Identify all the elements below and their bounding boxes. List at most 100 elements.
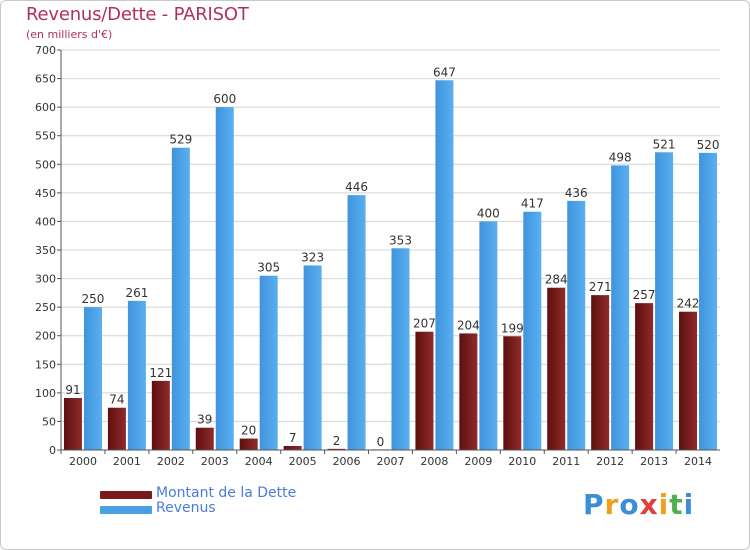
logo-letter: i bbox=[683, 488, 695, 521]
data-label-dette-2011: 284 bbox=[545, 273, 568, 287]
x-tick-label-2009: 2009 bbox=[464, 455, 492, 468]
logo-letter: o bbox=[619, 488, 640, 521]
x-tick-label-2005: 2005 bbox=[289, 455, 317, 468]
data-label-dette-2008: 207 bbox=[413, 317, 436, 331]
x-tick-label-2013: 2013 bbox=[640, 455, 668, 468]
y-tick-label-700: 700 bbox=[35, 44, 56, 57]
bar-revenus-2013 bbox=[655, 152, 674, 451]
logo-letter: P bbox=[583, 488, 605, 521]
data-label-dette-2014: 242 bbox=[677, 297, 700, 311]
bar-dette-2000 bbox=[63, 398, 82, 450]
y-tick-label-100: 100 bbox=[35, 387, 56, 400]
bar-revenus-2004 bbox=[259, 275, 278, 450]
data-label-dette-2003: 39 bbox=[197, 413, 212, 427]
logo-letter: r bbox=[604, 488, 620, 521]
bar-dette-2003 bbox=[195, 427, 214, 450]
bar-dette-2006 bbox=[327, 448, 346, 450]
bar-revenus-2003 bbox=[215, 107, 234, 451]
bar-revenus-2001 bbox=[127, 300, 146, 450]
data-label-revenus-2008: 647 bbox=[433, 65, 456, 79]
x-tick-label-2014: 2014 bbox=[684, 455, 712, 468]
chart-subtitle: (en milliers d'€) bbox=[26, 28, 113, 41]
data-label-dette-2000: 91 bbox=[65, 383, 80, 397]
data-label-revenus-2006: 446 bbox=[345, 180, 368, 194]
data-label-dette-2009: 204 bbox=[457, 318, 480, 332]
bar-dette-2011 bbox=[547, 287, 566, 450]
chart-title: Revenus/Dette - PARISOT bbox=[26, 4, 249, 25]
bar-dette-2005 bbox=[283, 446, 302, 450]
data-label-dette-2012: 271 bbox=[589, 280, 612, 294]
data-label-dette-2005: 7 bbox=[289, 431, 297, 445]
logo-letter: i bbox=[658, 488, 670, 521]
proxiti-logo: Proxiti bbox=[583, 488, 694, 521]
logo-letter: x bbox=[639, 488, 659, 521]
bar-revenus-2002 bbox=[171, 147, 190, 450]
data-label-dette-2002: 121 bbox=[149, 366, 172, 380]
y-tick-label-200: 200 bbox=[35, 330, 56, 343]
legend-label-dette: Montant de la Dette bbox=[156, 485, 297, 501]
bar-revenus-2005 bbox=[303, 265, 322, 450]
x-tick-label-2010: 2010 bbox=[508, 455, 536, 468]
y-tick-label-650: 650 bbox=[35, 73, 56, 86]
legend-label-revenus: Revenus bbox=[156, 500, 216, 516]
x-tick-label-2002: 2002 bbox=[157, 455, 185, 468]
data-label-revenus-2013: 521 bbox=[653, 137, 676, 151]
bar-dette-2002 bbox=[151, 380, 170, 450]
bar-revenus-2014 bbox=[699, 152, 718, 450]
bar-revenus-2012 bbox=[611, 165, 630, 450]
x-tick-label-2008: 2008 bbox=[420, 455, 448, 468]
data-label-revenus-2007: 353 bbox=[389, 233, 412, 247]
x-tick-label-2003: 2003 bbox=[201, 455, 229, 468]
bar-revenus-2006 bbox=[347, 195, 366, 450]
bar-dette-2012 bbox=[591, 295, 610, 450]
x-tick-label-2001: 2001 bbox=[113, 455, 141, 468]
y-tick-label-150: 150 bbox=[35, 358, 56, 371]
bar-dette-2014 bbox=[679, 311, 698, 450]
x-tick-label-2012: 2012 bbox=[596, 455, 624, 468]
data-label-revenus-2000: 250 bbox=[82, 292, 105, 306]
bar-revenus-2010 bbox=[523, 211, 542, 450]
data-label-revenus-2003: 600 bbox=[213, 92, 236, 106]
bar-dette-2001 bbox=[107, 407, 126, 450]
data-label-revenus-2001: 261 bbox=[125, 286, 148, 300]
bar-revenus-2008 bbox=[435, 80, 454, 451]
data-label-dette-2001: 74 bbox=[109, 393, 124, 407]
data-label-dette-2004: 20 bbox=[241, 424, 256, 438]
data-label-revenus-2009: 400 bbox=[477, 206, 500, 220]
x-tick-label-2007: 2007 bbox=[377, 455, 405, 468]
bar-dette-2004 bbox=[239, 438, 258, 450]
y-tick-label-500: 500 bbox=[35, 158, 56, 171]
y-tick-label-0: 0 bbox=[49, 444, 56, 457]
y-tick-label-450: 450 bbox=[35, 187, 56, 200]
y-tick-label-600: 600 bbox=[35, 101, 56, 114]
legend-swatch-dette bbox=[100, 491, 152, 499]
data-label-revenus-2004: 305 bbox=[257, 261, 280, 275]
y-tick-label-300: 300 bbox=[35, 273, 56, 286]
data-label-revenus-2014: 520 bbox=[697, 138, 720, 152]
bar-revenus-2007 bbox=[391, 248, 410, 450]
bar-revenus-2009 bbox=[479, 221, 498, 450]
bar-dette-2013 bbox=[635, 303, 654, 450]
data-label-dette-2010: 199 bbox=[501, 321, 524, 335]
bar-dette-2008 bbox=[415, 331, 434, 450]
data-label-dette-2006: 2 bbox=[333, 434, 341, 448]
y-tick-label-250: 250 bbox=[35, 301, 56, 314]
data-label-revenus-2010: 417 bbox=[521, 197, 544, 211]
x-tick-label-2006: 2006 bbox=[333, 455, 361, 468]
y-tick-label-50: 50 bbox=[42, 415, 56, 428]
data-label-dette-2007: 0 bbox=[377, 435, 385, 449]
data-label-revenus-2005: 323 bbox=[301, 250, 324, 264]
y-tick-label-350: 350 bbox=[35, 244, 56, 257]
bar-revenus-2011 bbox=[567, 200, 586, 450]
data-label-dette-2013: 257 bbox=[633, 288, 656, 302]
y-tick-label-550: 550 bbox=[35, 130, 56, 143]
y-tick-label-400: 400 bbox=[35, 215, 56, 228]
bar-dette-2010 bbox=[503, 336, 522, 450]
x-tick-label-2004: 2004 bbox=[245, 455, 273, 468]
x-tick-label-2000: 2000 bbox=[69, 455, 97, 468]
bar-revenus-2000 bbox=[83, 307, 102, 450]
logo-letter: t bbox=[669, 488, 684, 521]
data-label-revenus-2002: 529 bbox=[169, 133, 192, 147]
bar-dette-2009 bbox=[459, 333, 478, 450]
